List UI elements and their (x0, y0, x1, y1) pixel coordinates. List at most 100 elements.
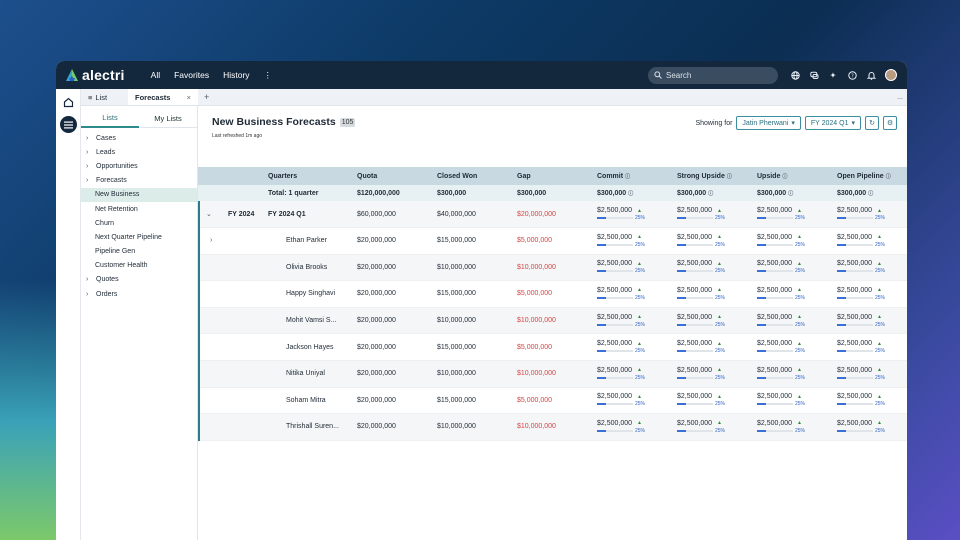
sidebar-item[interactable]: Net Retention (81, 202, 197, 216)
table-row[interactable]: Happy Singhavi $20,000,000 $15,000,000 $5,0… (198, 281, 907, 308)
metric-top: $2,500,000 ▲ (837, 420, 907, 427)
table-row[interactable]: › Ethan Parker $20,000,000 $15,000,000 $5,00… (198, 228, 907, 255)
metric-value: $2,500,000 (837, 419, 873, 427)
metric-progress: 25% (677, 215, 757, 221)
sidebar-item[interactable]: Pipeline Gen (81, 245, 197, 259)
progress-bar (677, 243, 713, 246)
metric-percent: 25% (715, 321, 726, 328)
table-row[interactable]: Jackson Hayes $20,000,000 $15,000,000 $5,00… (198, 334, 907, 361)
metric-value: $2,500,000 (757, 366, 793, 374)
fy-group-row[interactable]: ⌄ FY 2024 FY 2024 Q1 $60,000,000 $40,000… (198, 201, 907, 228)
add-tab-button[interactable]: + (204, 92, 210, 102)
col-closed-won[interactable]: Closed Won (437, 172, 478, 180)
nav-favorites[interactable]: Favorites (174, 70, 210, 80)
col-strong-upside[interactable]: Strong Upside ⓘ (677, 173, 757, 180)
row-gap: $5,000,000 (517, 396, 553, 404)
search-input[interactable]: Search (648, 66, 778, 84)
row-gap: $5,000,000 (517, 237, 553, 245)
metric-progress: 25% (837, 401, 907, 407)
metric-value: $2,500,000 (597, 419, 633, 427)
chevron-right-icon[interactable]: › (86, 134, 89, 142)
sidebar-item[interactable]: › Cases (81, 131, 197, 145)
progress-fill (837, 270, 846, 273)
sidebar-item[interactable]: New Business (81, 187, 197, 202)
period-filter-dropdown[interactable]: FY 2024 Q1 ▾ (804, 116, 861, 130)
table-row[interactable]: Olivia Brooks $20,000,000 $10,000,000 $10,0… (198, 254, 907, 282)
sidebar-tab-lists[interactable]: Lists (81, 113, 139, 128)
metric-percent: 25% (875, 348, 886, 355)
metric-progress: 25% (837, 322, 907, 328)
col-quota[interactable]: Quota (357, 172, 378, 180)
progress-bar (837, 376, 873, 379)
metric-top: $2,500,000 ▲ (757, 287, 837, 294)
info-icon: ⓘ (708, 190, 714, 197)
sparkle-icon[interactable]: ✦ (829, 70, 837, 80)
nav-more-icon[interactable]: ⋮ (263, 69, 273, 80)
refresh-button[interactable]: ↻ (865, 116, 879, 130)
progress-bar (757, 350, 793, 353)
sidebar-item[interactable]: › Opportunities (81, 159, 197, 173)
metric-percent: 25% (715, 427, 726, 434)
fy-gap: $20,000,000 (517, 210, 556, 218)
nav-history[interactable]: History (223, 70, 250, 80)
progress-fill (597, 323, 606, 326)
settings-button[interactable]: ⚙ (883, 116, 897, 130)
progress-fill (757, 376, 766, 379)
chevron-down-icon[interactable]: ⌄ (206, 211, 212, 218)
col-open-pipeline[interactable]: Open Pipeline ⓘ (837, 173, 907, 180)
chevron-right-icon[interactable]: › (210, 237, 213, 245)
tab-list[interactable]: ≡ List (81, 89, 128, 105)
progress-fill (677, 429, 686, 432)
chevron-right-icon[interactable]: › (86, 177, 89, 185)
col-quarters[interactable]: Quarters (268, 172, 298, 180)
total-gap: $300,000 (517, 189, 547, 197)
bell-icon[interactable] (866, 70, 876, 80)
sidebar-tab-my-lists[interactable]: My Lists (139, 114, 197, 128)
avatar[interactable] (885, 69, 897, 81)
sidebar-item[interactable]: › Orders (81, 287, 197, 301)
col-commit[interactable]: Commit ⓘ (597, 173, 677, 180)
chevron-right-icon[interactable]: › (86, 162, 89, 170)
col-upside[interactable]: Upside ⓘ (757, 173, 837, 180)
metric-top: $2,500,000 ▲ (837, 207, 907, 214)
table-row[interactable]: Mohit Vamsi S... $20,000,000 $10,000,000 $1… (198, 307, 907, 335)
col-gap[interactable]: Gap (517, 172, 531, 180)
sidebar-item[interactable]: Next Quarter Pipeline (81, 230, 197, 244)
table-row[interactable]: Soham Mitra $20,000,000 $15,000,000 $5,000,… (198, 388, 907, 415)
chat-icon[interactable] (809, 70, 819, 80)
progress-fill (837, 323, 846, 326)
sidebar-item[interactable]: › Leads (81, 145, 197, 159)
col-strong-upside-label: Strong Upside (677, 172, 725, 180)
sidebar-item[interactable]: › Quotes (81, 273, 197, 287)
sidebar-item[interactable]: › Forecasts (81, 174, 197, 188)
menu-icon[interactable] (59, 116, 77, 133)
app-logo[interactable]: alectri (66, 67, 125, 83)
nav-all[interactable]: All (150, 70, 161, 80)
close-icon[interactable]: × (186, 92, 191, 102)
fy-prefix-cell: ⌄ FY 2024 (198, 210, 268, 219)
sidebar-item[interactable]: Churn (81, 216, 197, 230)
metric-cell: $2,500,000 ▲ 25% (597, 260, 677, 274)
table-row[interactable]: Nitika Uniyal $20,000,000 $10,000,000 $10,0… (198, 360, 907, 388)
metric-value: $2,500,000 (597, 286, 633, 294)
metric-progress: 25% (597, 295, 677, 301)
sidebar-item[interactable]: Customer Health (81, 259, 197, 273)
top-bar: alectri All Favorites History ⋮ Search ✦… (56, 61, 907, 89)
chevron-right-icon[interactable]: › (86, 290, 89, 298)
progress-fill (597, 350, 606, 353)
trend-up-icon: ▲ (797, 314, 802, 321)
chevron-right-icon[interactable]: › (86, 276, 89, 284)
globe-icon[interactable] (790, 70, 800, 80)
sidebar-item-label: Opportunities (96, 162, 138, 170)
home-icon[interactable] (60, 94, 77, 111)
tab-more-button[interactable]: ... (897, 93, 903, 101)
help-icon[interactable]: ? (847, 70, 857, 80)
chevron-right-icon[interactable]: › (86, 148, 89, 156)
metric-percent: 25% (635, 294, 646, 301)
tab-forecasts[interactable]: Forecasts × (128, 89, 198, 105)
table-row[interactable]: Thrishall Suren... $20,000,000 $10,000,000… (198, 414, 907, 441)
metric-top: $2,500,000 ▲ (677, 420, 757, 427)
row-name: Mohit Vamsi S... (286, 317, 337, 325)
user-filter-dropdown[interactable]: Jatin Pherwani ▾ (736, 116, 801, 130)
app-window: alectri All Favorites History ⋮ Search ✦… (56, 61, 907, 540)
